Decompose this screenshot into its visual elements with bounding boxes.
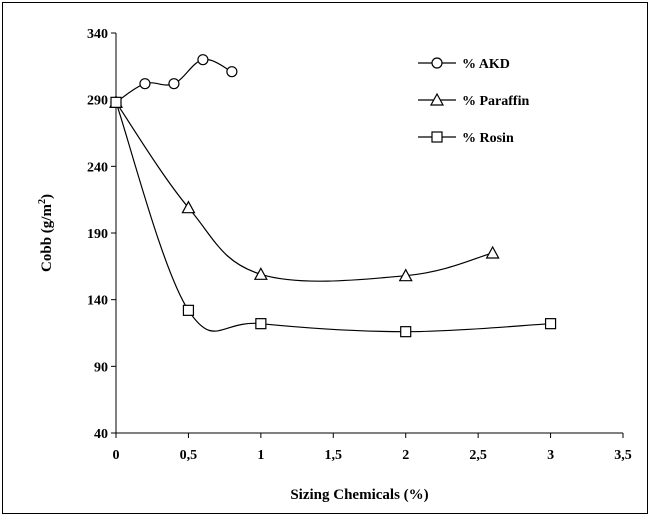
data-point-paraffin bbox=[253, 267, 268, 280]
x-tick-label: 3 bbox=[547, 448, 554, 463]
legend-marker bbox=[429, 92, 445, 106]
y-tick-label: 90 bbox=[94, 360, 108, 375]
data-point-akd bbox=[226, 66, 238, 78]
legend-item-paraffin: % Paraffin bbox=[418, 92, 529, 109]
chart-frame: 40 90 140 190 240 290 340 0 0,5 1 1,5 2 2,5 3 3,5 % AK… bbox=[2, 2, 648, 514]
x-tick-label: 1,5 bbox=[325, 448, 343, 463]
series-akd bbox=[110, 54, 238, 108]
data-point-rosin bbox=[182, 304, 195, 316]
line-chart: 40 90 140 190 240 290 340 0 0,5 1 1,5 2 2,5 3 3,5 % AK… bbox=[37, 27, 632, 503]
data-point-paraffin bbox=[485, 245, 500, 259]
legend: % AKD % Paraffin % Rosin bbox=[418, 57, 529, 146]
data-point-rosin bbox=[544, 318, 557, 330]
data-point-rosin bbox=[110, 96, 122, 108]
series-layer bbox=[108, 54, 557, 338]
series-rosin bbox=[110, 96, 557, 338]
data-point-paraffin bbox=[181, 200, 196, 214]
series-paraffin bbox=[108, 95, 500, 282]
legend-marker bbox=[431, 131, 443, 143]
legend-label: % AKD bbox=[462, 57, 510, 72]
y-tick-label: 240 bbox=[87, 160, 108, 175]
x-tick-label: 0 bbox=[113, 448, 120, 463]
y-axis-title: Cobb (g/m2) bbox=[37, 194, 55, 272]
data-point-paraffin bbox=[398, 268, 413, 282]
data-point-akd bbox=[168, 78, 180, 90]
y-tick-label: 340 bbox=[87, 27, 108, 42]
y-tick-label: 190 bbox=[87, 227, 108, 242]
x-tick-label: 2 bbox=[402, 448, 409, 463]
y-axis-title-superscript: 2 bbox=[37, 199, 48, 204]
y-tick-label: 140 bbox=[87, 294, 108, 309]
axes: 40 90 140 190 240 290 340 0 0,5 1 1,5 2 2,5 3 3,5 bbox=[87, 27, 632, 463]
y-axis-title-end: ) bbox=[39, 194, 55, 199]
x-tick-label: 0,5 bbox=[180, 448, 198, 463]
data-point-rosin bbox=[400, 326, 412, 338]
x-tick-label: 3,5 bbox=[614, 448, 632, 463]
legend-marker bbox=[431, 57, 443, 69]
y-tick-label: 290 bbox=[87, 94, 108, 109]
data-point-akd bbox=[139, 78, 151, 90]
x-tick-label: 2,5 bbox=[469, 448, 487, 463]
legend-item-akd: % AKD bbox=[418, 57, 510, 72]
x-tick-label: 1 bbox=[257, 448, 264, 463]
y-axis-title-main: Cobb (g/m bbox=[39, 204, 55, 272]
data-point-rosin bbox=[255, 318, 267, 330]
series-line-paraffin bbox=[115, 101, 493, 282]
legend-item-rosin: % Rosin bbox=[418, 131, 514, 146]
legend-label: % Paraffin bbox=[462, 94, 529, 109]
data-point-akd bbox=[197, 54, 209, 66]
y-tick-label: 40 bbox=[94, 427, 108, 442]
x-axis-title: Sizing Chemicals (%) bbox=[290, 487, 428, 503]
legend-label: % Rosin bbox=[462, 131, 514, 146]
